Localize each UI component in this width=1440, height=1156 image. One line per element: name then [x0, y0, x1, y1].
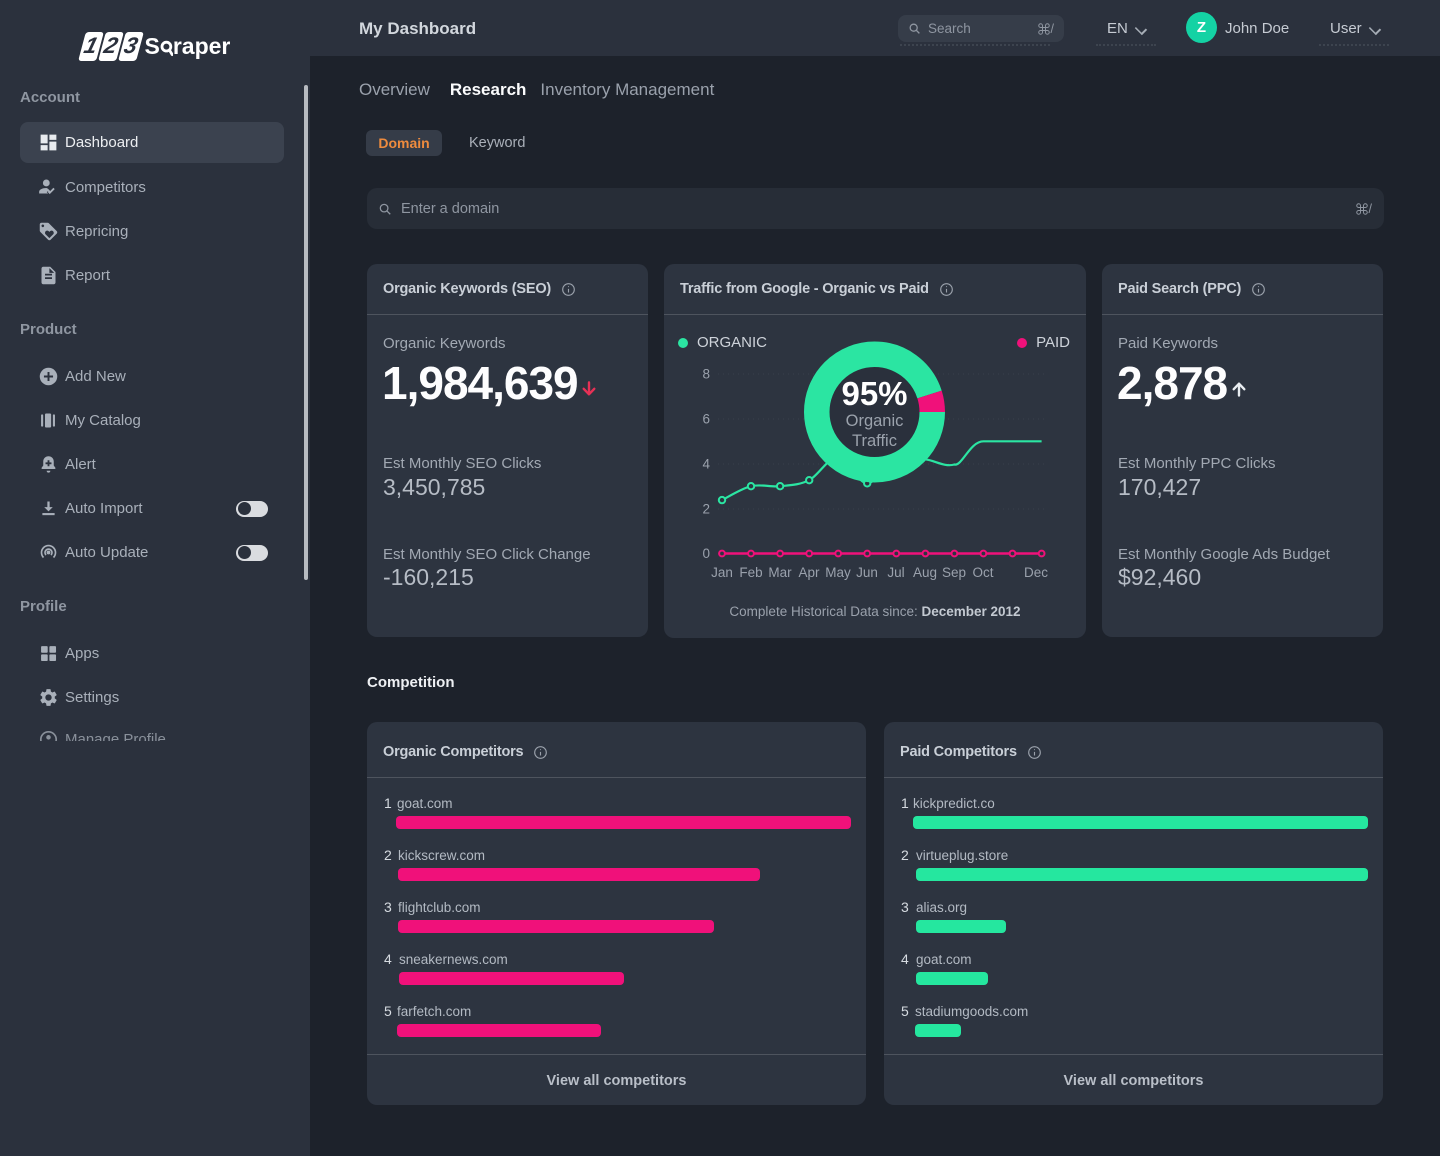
svg-text:Oct: Oct — [972, 565, 993, 580]
svg-text:4: 4 — [702, 457, 710, 472]
svg-text:2: 2 — [702, 502, 710, 517]
svg-text:Sep: Sep — [942, 565, 966, 580]
svg-text:May: May — [825, 565, 851, 580]
svg-text:Dec: Dec — [1024, 565, 1048, 580]
svg-text:Mar: Mar — [768, 565, 792, 580]
svg-text:0: 0 — [702, 546, 710, 561]
svg-text:Aug: Aug — [913, 565, 937, 580]
svg-text:Apr: Apr — [798, 565, 820, 580]
svg-text:Jun: Jun — [856, 565, 878, 580]
svg-text:Jan: Jan — [711, 565, 733, 580]
svg-text:6: 6 — [702, 412, 710, 427]
svg-text:Jul: Jul — [887, 565, 904, 580]
svg-text:Feb: Feb — [739, 565, 762, 580]
svg-text:8: 8 — [702, 367, 710, 382]
